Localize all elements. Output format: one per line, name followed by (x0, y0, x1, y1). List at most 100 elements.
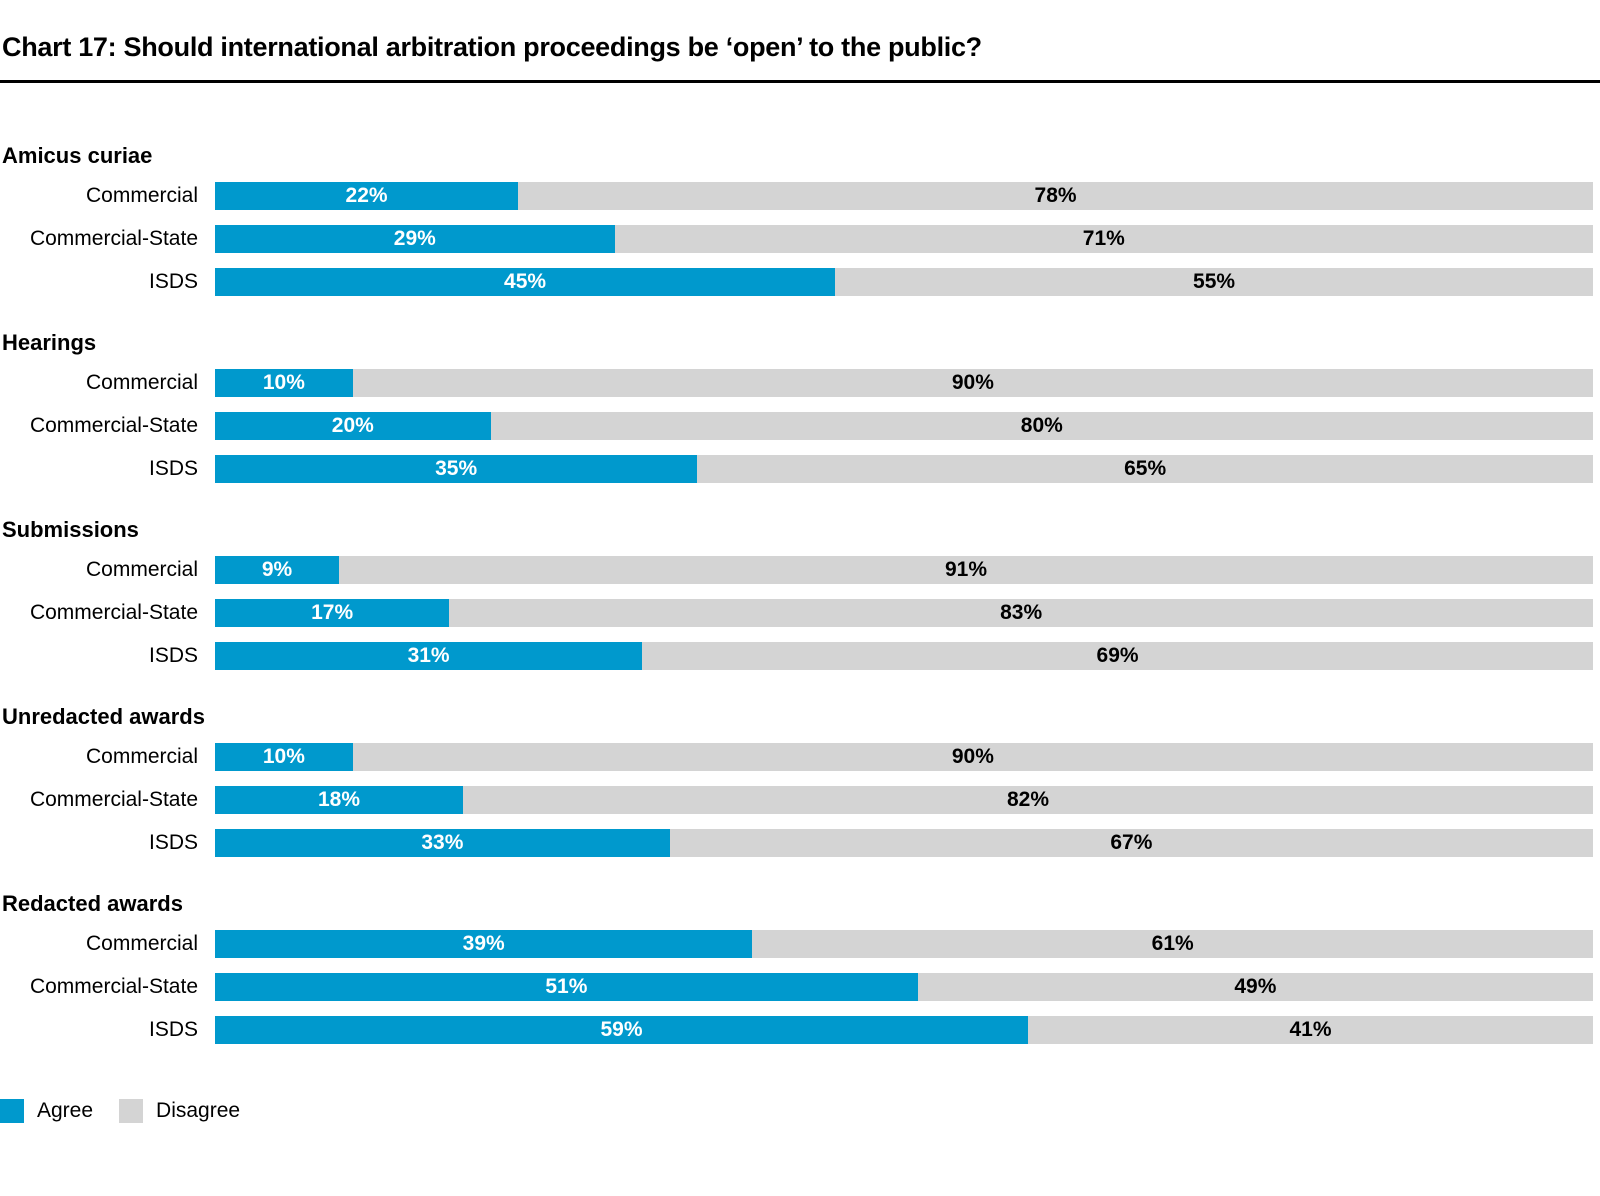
disagree-segment: 61 (752, 930, 1593, 958)
disagree-value-label: 80 (1021, 414, 1063, 438)
disagree-swatch-icon (119, 1099, 144, 1123)
bar-row: ISDS 31 69 (0, 642, 1600, 670)
agree-value-label: 29 (394, 227, 436, 251)
agree-segment: 9 (215, 556, 340, 584)
bar-row: Commercial-State 29 71 (0, 225, 1600, 253)
bar-track: 9 91 (215, 556, 1593, 584)
disagree-value-label: 91 (945, 558, 987, 582)
bar-row: Commercial 9 91 (0, 556, 1600, 584)
legend-item-disagree: Disagree (119, 1099, 240, 1123)
row-label: Commercial-State (29, 601, 198, 624)
row-label: Commercial (85, 745, 198, 768)
disagree-value-label: 61 (1152, 932, 1194, 956)
agree-value-label: 31 (408, 644, 450, 668)
agree-segment: 18 (215, 786, 464, 814)
bar-row: Commercial-State1882 (0, 786, 1600, 814)
disagree-value-label: 65 (1124, 457, 1166, 481)
bar-track: 10 90 (215, 743, 1593, 771)
row-label: Commercial-State (29, 975, 198, 998)
agree-segment: 29 (215, 225, 615, 253)
agree-value-label: 10 (263, 745, 305, 769)
agree-segment: 22 (215, 182, 519, 210)
disagree-segment: 71 (614, 225, 1593, 253)
disagree-segment: 90 (352, 743, 1593, 771)
agree-swatch-icon (0, 1099, 24, 1123)
row-label: Commercial-State (29, 414, 198, 437)
agree-segment: 51 (215, 973, 918, 1001)
bar-group: Amicus curiae Commercial 22 78 Commercial-St… (0, 145, 1600, 296)
row-label: Commercial (85, 371, 198, 394)
bar-track: 1783 (215, 599, 1593, 627)
row-label: Commercial-State (29, 227, 198, 250)
bar-track: 31 69 (215, 642, 1593, 670)
bar-track: 59 41 (215, 1016, 1593, 1044)
legend-label-disagree: Disagree (156, 1099, 241, 1122)
row-label: ISDS (148, 457, 198, 480)
bar-track: 51 49 (215, 973, 1593, 1001)
disagree-segment: 80 (490, 412, 1593, 440)
disagree-segment: 67 (669, 829, 1593, 857)
agree-segment: 33 (215, 829, 670, 857)
bar-row: ISDS 59 41 (0, 1016, 1600, 1044)
legend-label-agree: Agree (37, 1099, 94, 1122)
bar-row: Commercial-State 51 49 (0, 973, 1600, 1001)
bar-row: ISDS 33 67 (0, 829, 1600, 857)
agree-value-label: 20 (332, 414, 374, 438)
agree-segment: 10 (215, 369, 353, 397)
agree-value-label: 51 (545, 975, 587, 999)
disagree-segment: 49 (917, 973, 1593, 1001)
bar-row: Commercial 10 90 (0, 369, 1600, 397)
bar-row: Commercial-State 20 80 (0, 412, 1600, 440)
bar-track: 35 65 (215, 455, 1593, 483)
agree-segment: 17 (215, 599, 450, 627)
disagree-value-label: 69 (1097, 644, 1139, 668)
disagree-segment: 78 (518, 182, 1593, 210)
agree-segment: 31 (215, 642, 643, 670)
agree-segment: 45 (215, 268, 836, 296)
group-heading: Redacted awards (2, 891, 183, 916)
disagree-segment: 69 (642, 642, 1593, 670)
bar-row: Commercial 10 90 (0, 743, 1600, 771)
agree-value-label: 18 (318, 788, 360, 812)
bar-track: 29 71 (215, 225, 1593, 253)
disagree-value-label: 49 (1234, 975, 1276, 999)
agree-value-label: 10 (263, 371, 305, 395)
disagree-segment: 65 (697, 455, 1593, 483)
disagree-value-label: 67 (1110, 831, 1152, 855)
agree-value-label: 45 (504, 270, 546, 294)
agree-segment: 59 (215, 1016, 1029, 1044)
disagree-segment: 55 (835, 268, 1593, 296)
chart-title: Chart 17: Should international arbitrati… (2, 32, 982, 62)
bar-row: ISDS 45 55 (0, 268, 1600, 296)
agree-segment: 10 (215, 743, 353, 771)
agree-segment: 39 (215, 930, 753, 958)
bar-track: 45 55 (215, 268, 1593, 296)
bar-track: 33 67 (215, 829, 1593, 857)
agree-value-label: 22 (346, 184, 388, 208)
agree-value-label: 17 (311, 601, 353, 625)
group-heading: Amicus curiae (2, 143, 153, 168)
agree-value-label: 9 (262, 558, 292, 582)
row-label: ISDS (148, 831, 198, 854)
disagree-value-label: 90 (952, 371, 994, 395)
row-label: Commercial (85, 932, 198, 955)
bar-group: Unredacted awardsCommercial1090Commercia… (0, 706, 1600, 857)
disagree-segment: 41 (1028, 1016, 1593, 1044)
bar-track: 39 61 (215, 930, 1593, 958)
title-divider (0, 80, 1600, 83)
disagree-value-label: 83 (1000, 601, 1042, 625)
row-label: Commercial (85, 184, 198, 207)
disagree-value-label: 82 (1007, 788, 1049, 812)
agree-value-label: 35 (435, 457, 477, 481)
disagree-value-label: 78 (1035, 184, 1077, 208)
agree-value-label: 59 (600, 1018, 642, 1042)
agree-value-label: 33 (421, 831, 463, 855)
agree-segment: 35 (215, 455, 698, 483)
bar-track: 1882 (215, 786, 1593, 814)
bar-group: Hearings Commercial 10 90 Commercial-State 20… (0, 332, 1600, 483)
bar-track: 22 78 (215, 182, 1593, 210)
row-label: ISDS (148, 270, 198, 293)
disagree-segment: 91 (339, 556, 1593, 584)
bar-row: ISDS 35 65 (0, 455, 1600, 483)
bar-group: Redacted awards Commercial 39 61 Commercial-… (0, 893, 1600, 1044)
